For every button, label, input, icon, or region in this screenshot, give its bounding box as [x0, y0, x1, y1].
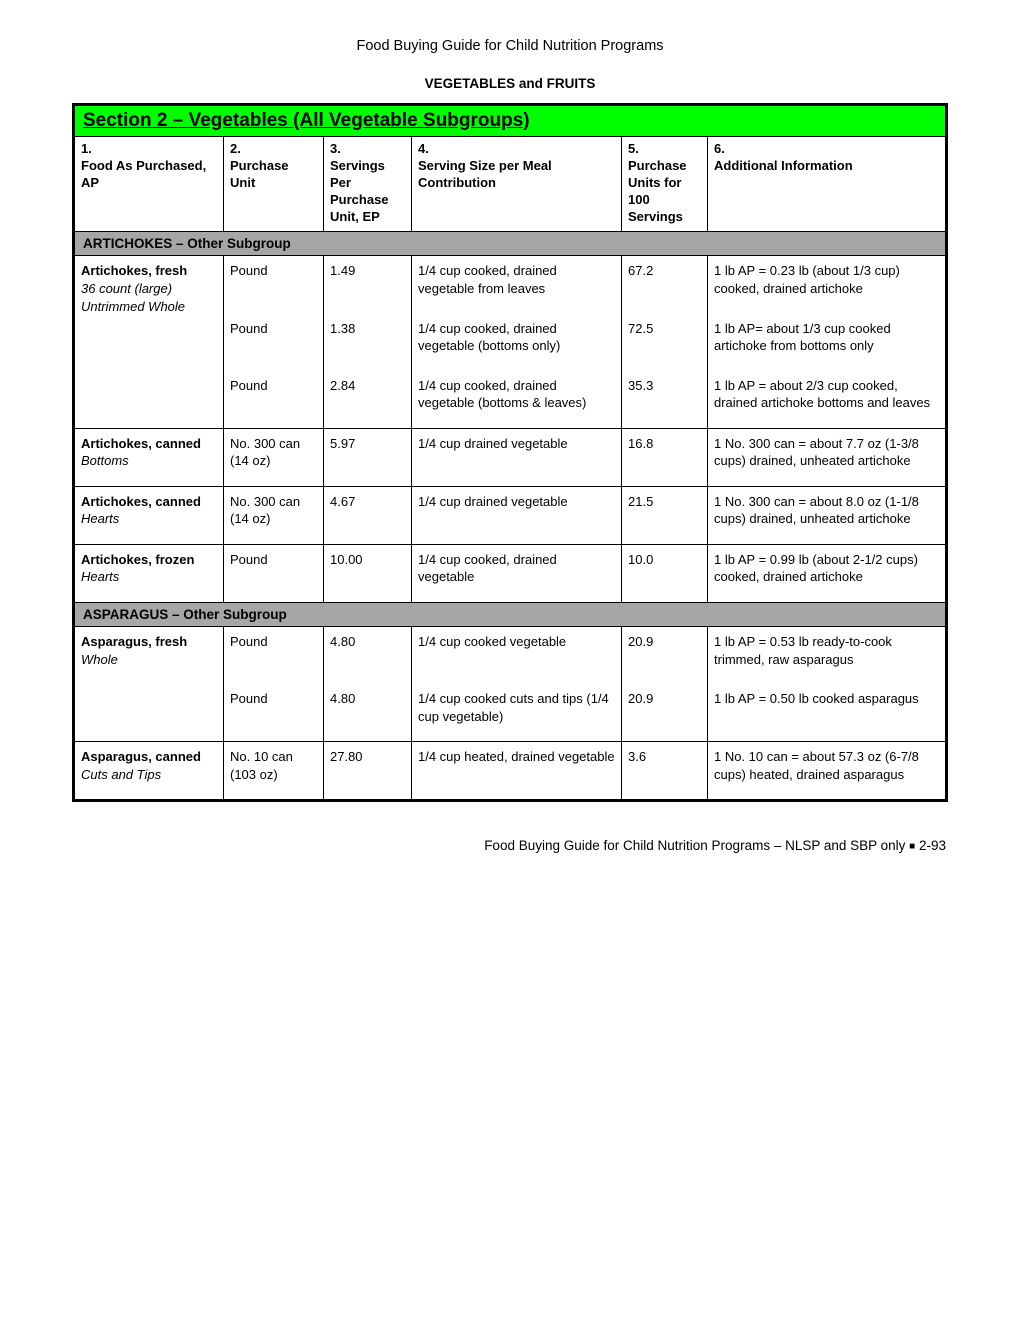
cell-size: 1/4 cup drained vegetable	[412, 486, 622, 544]
subgroup-row: ARTICHOKES – Other Subgroup	[74, 232, 947, 256]
cell-unit: No. 300 can (14 oz)	[224, 428, 324, 486]
food-name-cell: Artichokes, cannedBottoms	[74, 428, 224, 486]
cell-size: 1/4 cup cooked, drained vegetable from l…	[412, 256, 622, 316]
footer-text: Food Buying Guide for Child Nutrition Pr…	[484, 838, 909, 853]
food-name-cell: Artichokes, cannedHearts	[74, 486, 224, 544]
cell-size: 1/4 cup cooked, drained vegetable	[412, 544, 622, 602]
cell-size: 1/4 cup cooked cuts and tips (1/4 cup ve…	[412, 686, 622, 742]
food-name-line: Bottoms	[81, 452, 217, 470]
cell-per100: 3.6	[622, 742, 708, 801]
food-name-cell: Artichokes, frozenHearts	[74, 544, 224, 602]
footer-page: 2-93	[915, 838, 946, 853]
cell-info: 1 No. 10 can = about 57.3 oz (6-7/8 cups…	[708, 742, 947, 801]
food-name-line: 36 count (large)	[81, 280, 217, 298]
cell-per100: 20.9	[622, 686, 708, 742]
table-row: Artichokes, frozenHeartsPound10.001/4 cu…	[74, 544, 947, 602]
cell-servings: 27.80	[324, 742, 412, 801]
cell-info: 1 lb AP = 0.99 lb (about 2-1/2 cups) coo…	[708, 544, 947, 602]
page-footer: Food Buying Guide for Child Nutrition Pr…	[72, 838, 948, 853]
cell-size: 1/4 cup heated, drained vegetable	[412, 742, 622, 801]
food-name-line: Hearts	[81, 510, 217, 528]
cell-info: 1 lb AP= about 1/3 cup cooked artichoke …	[708, 316, 947, 373]
cell-per100: 10.0	[622, 544, 708, 602]
col-header-3: 3.Servings Per Purchase Unit, EP	[324, 137, 412, 232]
cell-servings: 2.84	[324, 373, 412, 429]
subgroup-row: ASPARAGUS – Other Subgroup	[74, 603, 947, 627]
cell-info: 1 lb AP = 0.50 lb cooked asparagus	[708, 686, 947, 742]
food-name-line: Cuts and Tips	[81, 766, 217, 784]
cell-per100: 16.8	[622, 428, 708, 486]
food-name-line: Asparagus, fresh	[81, 633, 217, 651]
cell-info: 1 lb AP = about 2/3 cup cooked, drained …	[708, 373, 947, 429]
cell-per100: 35.3	[622, 373, 708, 429]
cell-unit: Pound	[224, 544, 324, 602]
food-name-line: Asparagus, canned	[81, 748, 217, 766]
food-name-line: Whole	[81, 651, 217, 669]
cell-servings: 4.67	[324, 486, 412, 544]
cell-per100: 20.9	[622, 627, 708, 687]
cell-unit: Pound	[224, 316, 324, 373]
cell-unit: Pound	[224, 686, 324, 742]
section-header-row: Section 2 – Vegetables (All Vegetable Su…	[74, 105, 947, 137]
col-header-5: 5.Purchase Units for 100 Servings	[622, 137, 708, 232]
col-header-1-num: 1.	[81, 141, 92, 156]
doc-title: Food Buying Guide for Child Nutrition Pr…	[72, 38, 948, 54]
page: Food Buying Guide for Child Nutrition Pr…	[0, 0, 1020, 883]
cell-servings: 1.38	[324, 316, 412, 373]
cell-unit: No. 300 can (14 oz)	[224, 486, 324, 544]
cell-info: 1 No. 300 can = about 7.7 oz (1-3/8 cups…	[708, 428, 947, 486]
table-row: Artichokes, cannedHeartsNo. 300 can (14 …	[74, 486, 947, 544]
food-name-cell: Asparagus, cannedCuts and Tips	[74, 742, 224, 801]
food-name-line: Artichokes, canned	[81, 435, 217, 453]
cell-unit: Pound	[224, 627, 324, 687]
cell-servings: 4.80	[324, 627, 412, 687]
cell-servings: 1.49	[324, 256, 412, 316]
cell-info: 1 lb AP = 0.23 lb (about 1/3 cup) cooked…	[708, 256, 947, 316]
section-label: VEGETABLES and FRUITS	[72, 76, 948, 91]
column-headers-row: 1.Food As Purchased, AP 2.Purchase Unit …	[74, 137, 947, 232]
food-name-line: Artichokes, canned	[81, 493, 217, 511]
col-header-1-text: Food As Purchased, AP	[81, 158, 206, 190]
food-name-cell: Artichokes, fresh36 count (large)Untrimm…	[74, 256, 224, 428]
cell-per100: 72.5	[622, 316, 708, 373]
cell-servings: 4.80	[324, 686, 412, 742]
cell-unit: Pound	[224, 373, 324, 429]
table-row: Artichokes, cannedBottomsNo. 300 can (14…	[74, 428, 947, 486]
cell-size: 1/4 cup cooked vegetable	[412, 627, 622, 687]
cell-servings: 10.00	[324, 544, 412, 602]
food-name-cell: Asparagus, freshWhole	[74, 627, 224, 742]
food-name-line: Artichokes, fresh	[81, 262, 217, 280]
col-header-4: 4.Serving Size per Meal Contribution	[412, 137, 622, 232]
col-header-6: 6.Additional Information	[708, 137, 947, 232]
subgroup-title: ASPARAGUS – Other Subgroup	[74, 603, 947, 627]
section-header-cell: Section 2 – Vegetables (All Vegetable Su…	[74, 105, 947, 137]
subgroup-title: ARTICHOKES – Other Subgroup	[74, 232, 947, 256]
cell-size: 1/4 cup drained vegetable	[412, 428, 622, 486]
table-row: Asparagus, cannedCuts and TipsNo. 10 can…	[74, 742, 947, 801]
food-name-line: Artichokes, frozen	[81, 551, 217, 569]
col-header-2: 2.Purchase Unit	[224, 137, 324, 232]
food-name-line: Untrimmed Whole	[81, 298, 217, 316]
food-table: Section 2 – Vegetables (All Vegetable Su…	[72, 103, 948, 802]
cell-unit: No. 10 can (103 oz)	[224, 742, 324, 801]
cell-servings: 5.97	[324, 428, 412, 486]
cell-unit: Pound	[224, 256, 324, 316]
cell-info: 1 No. 300 can = about 8.0 oz (1-1/8 cups…	[708, 486, 947, 544]
table-row: Artichokes, fresh36 count (large)Untrimm…	[74, 256, 947, 316]
cell-per100: 21.5	[622, 486, 708, 544]
cell-size: 1/4 cup cooked, drained vegetable (botto…	[412, 316, 622, 373]
food-name-line: Hearts	[81, 568, 217, 586]
cell-size: 1/4 cup cooked, drained vegetable (botto…	[412, 373, 622, 429]
cell-per100: 67.2	[622, 256, 708, 316]
table-row: Asparagus, freshWhole Pound4.801/4 cup co…	[74, 627, 947, 687]
cell-info: 1 lb AP = 0.53 lb ready-to-cook trimmed,…	[708, 627, 947, 687]
col-header-1: 1. Food As Purchased, AP	[74, 137, 224, 232]
